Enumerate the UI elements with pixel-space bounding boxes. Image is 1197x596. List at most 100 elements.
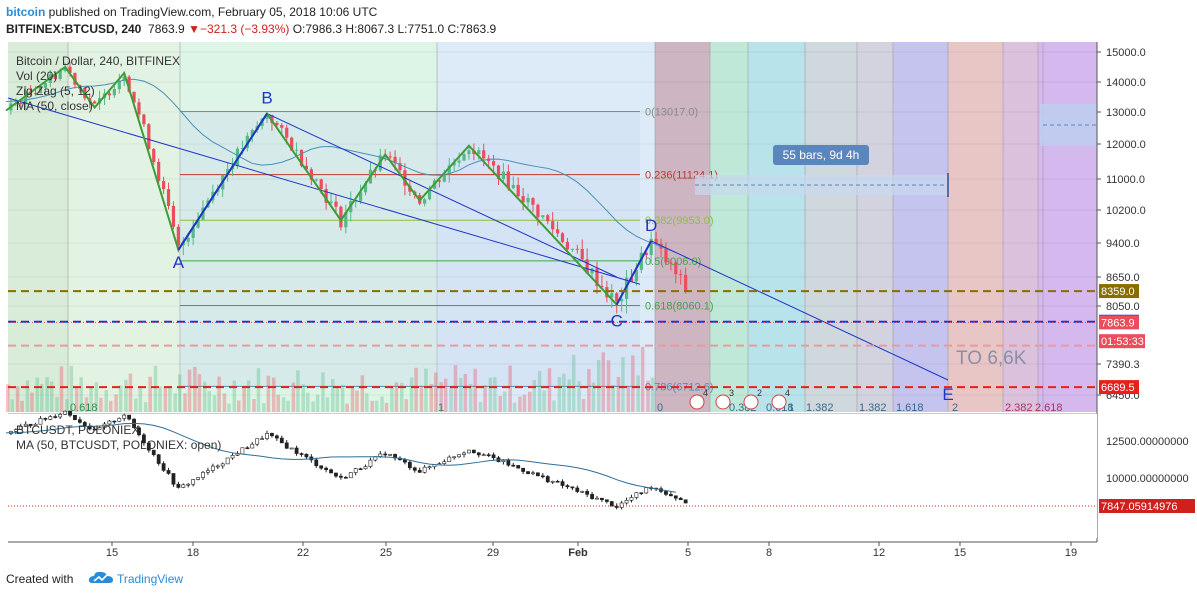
time-fib-label: 2 <box>952 402 958 414</box>
sub-candle-body <box>644 487 649 494</box>
volume-bar <box>212 395 217 412</box>
sub-candle-body <box>235 453 240 456</box>
volume-bar <box>404 399 408 412</box>
sub-candle-body <box>363 466 368 470</box>
candle-body <box>496 165 501 179</box>
wave-point-a: A <box>173 253 185 272</box>
volume-bar <box>331 379 335 412</box>
candle-body <box>33 92 38 94</box>
volume-bar <box>419 385 424 412</box>
sub-candle-body <box>368 459 373 467</box>
sub-candle-body <box>73 414 77 420</box>
volume-bar <box>227 403 231 412</box>
volume-bar <box>276 394 280 412</box>
candle-body <box>245 135 249 149</box>
volume-bar <box>281 397 286 412</box>
sub-candle-body <box>629 497 634 501</box>
time-zone-band <box>805 42 857 412</box>
sub-candle-body <box>600 497 604 501</box>
time-tick-label: 22 <box>297 547 309 559</box>
sub-candle-body <box>294 447 299 454</box>
candle-body <box>359 192 363 201</box>
volume-bar <box>153 365 158 412</box>
candle-body <box>610 293 614 298</box>
sub-candle-body <box>97 427 102 430</box>
sub-candle-body <box>388 454 393 456</box>
sub-candle-body <box>511 464 516 467</box>
candle-body <box>501 171 506 179</box>
volume-bar <box>547 368 552 412</box>
sub-candle-body <box>289 447 294 450</box>
candle-body <box>265 114 269 119</box>
candle-body <box>457 160 461 163</box>
volume-bar <box>271 377 276 412</box>
sub-candle-body <box>447 456 452 463</box>
time-zone-band <box>948 42 1003 412</box>
event-badge-count: 4 <box>785 388 790 398</box>
candle-body <box>275 122 279 126</box>
time-fib-label: 2.382 <box>1005 402 1033 414</box>
sub-candle-body <box>270 433 274 437</box>
price-label-text: 7863.9 <box>1101 317 1135 329</box>
brand-name[interactable]: bitcoin <box>6 5 46 19</box>
sub-candle-body <box>560 481 565 486</box>
tradingview-link[interactable]: TradingView <box>117 572 184 586</box>
candle-body <box>615 293 619 302</box>
volume-bar <box>409 377 414 412</box>
volume-bar <box>518 396 522 412</box>
volume-bar <box>99 397 103 412</box>
sub-candle-body <box>521 467 526 472</box>
time-tick-label: 15 <box>954 547 966 559</box>
sub-candle-body <box>550 480 555 483</box>
sub-candle-body <box>181 484 186 488</box>
time-tick-label: 19 <box>1065 547 1077 559</box>
volume-bar <box>650 377 655 412</box>
candle-body <box>452 162 456 166</box>
event-badge-count: 2 <box>757 388 762 398</box>
sub-candle-body <box>407 461 412 469</box>
volume-bar <box>143 402 148 412</box>
sub-candle-body <box>23 423 28 427</box>
volume-bar <box>173 393 177 412</box>
candle-body <box>58 70 62 79</box>
candle-body <box>560 233 565 242</box>
volume-bar <box>567 379 571 412</box>
sub-candle-body <box>28 423 33 426</box>
candle-body <box>122 76 126 81</box>
wave-point-d: D <box>645 216 657 235</box>
candle-body <box>299 149 304 166</box>
sub-candle-body <box>314 459 319 467</box>
volume-bar <box>503 391 507 412</box>
volume-bar <box>163 386 168 412</box>
volume-bar <box>168 385 172 412</box>
volume-bar <box>79 377 83 412</box>
volume-bar <box>6 384 10 412</box>
candle-body <box>319 179 323 190</box>
time-zone-band <box>1038 42 1097 412</box>
candle-body <box>585 259 589 274</box>
sub-candle-body <box>279 437 284 444</box>
time-zone-band <box>748 42 805 412</box>
sub-last-label-box <box>1099 499 1195 513</box>
sub-candle-body <box>166 470 171 474</box>
fib-retracement-zone <box>180 111 640 387</box>
volume-bar <box>488 377 493 412</box>
price-chart[interactable]: 0(13017.0)0.236(11124.1)0.382(9953.0)0.5… <box>0 0 1197 566</box>
volume-bar <box>360 375 365 412</box>
volume-bar <box>89 386 93 412</box>
sub-candle-body <box>196 477 200 480</box>
volume-bar <box>65 399 69 412</box>
legend-entry: Bitcoin / Dollar, 240, BITFINEX <box>16 54 180 68</box>
wave-point-c: C <box>611 312 623 331</box>
price-axis <box>1097 42 1197 412</box>
sub-candle-body <box>580 491 585 493</box>
price-label-text: 8359.0 <box>1101 286 1135 298</box>
volume-bar <box>459 377 463 412</box>
candle-body <box>270 114 274 123</box>
time-zone-band <box>655 42 710 412</box>
volume-bar <box>577 381 581 412</box>
candle-body <box>526 198 530 203</box>
sub-candle-body <box>604 499 609 502</box>
candle-body <box>53 74 57 79</box>
target-annotation: TO 6,6K <box>956 348 1027 369</box>
